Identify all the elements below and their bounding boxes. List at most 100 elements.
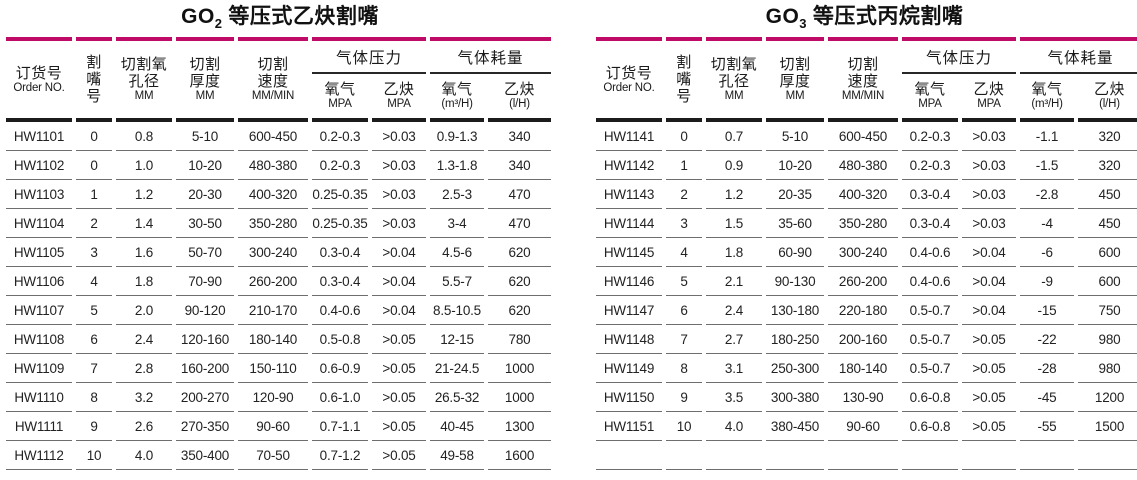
subcol-header-pressure-oxygen: 氧气 MPA (312, 74, 368, 122)
table-cell: -15 (1020, 296, 1075, 325)
table-row: HW1146 5 2.1 90-130 260-200 0.4-0.6 >0.04 -9 600 (596, 267, 1137, 296)
table-cell: 40-45 (430, 412, 485, 441)
table-cell (666, 441, 702, 470)
table-cell: 3 (666, 209, 702, 238)
table-cell: 300-380 (766, 383, 824, 412)
table-cell: 50-70 (176, 238, 234, 267)
group-header-gas-consumption: 气体耗量 (1020, 37, 1137, 74)
table-cell: HW1151 (596, 412, 662, 441)
nozzle-spec-catalog: GO2 等压式乙炔割嘴 订货号 Order NO. 割 嘴 号 切割氧 孔径 MM … (2, 0, 1137, 470)
table-cell: 5-10 (176, 122, 234, 151)
table-cell: >0.03 (372, 180, 427, 209)
subcol-header-consumption-oxygen: 氧气 (m³/H) (430, 74, 485, 122)
table-cell: HW1147 (596, 296, 662, 325)
table-cell: 1200 (1078, 383, 1137, 412)
table-cell (828, 441, 898, 470)
go3-table-body: HW1141 0 0.7 5-10 600-450 0.2-0.3 >0.03 -1.1 320… (596, 122, 1137, 470)
table-cell: -1.5 (1020, 151, 1075, 180)
table-row: HW1148 7 2.7 180-250 200-160 0.5-0.7 >0.05 -22 9… (596, 325, 1137, 354)
table-cell: 7 (666, 325, 702, 354)
table-row: HW1105 3 1.6 50-70 300-240 0.3-0.4 >0.04 4.5-6 6… (6, 238, 552, 267)
table-cell: 620 (488, 267, 552, 296)
go2-table-title: GO2 等压式乙炔割嘴 (2, 0, 558, 37)
table-cell: 70-50 (238, 441, 308, 470)
group-header-gas-pressure: 气体压力 (902, 37, 1017, 74)
go2-table-header: 订货号 Order NO. 割 嘴 号 切割氧 孔径 MM 切割 厚度 MM 切割 速… (6, 37, 552, 122)
table-cell: 0.6-0.9 (312, 354, 368, 383)
table-cell: HW1141 (596, 122, 662, 151)
table-cell: 3.1 (706, 354, 762, 383)
table-cell (1020, 441, 1075, 470)
table-cell: HW1111 (6, 412, 72, 441)
title-model-subscript: 3 (799, 16, 807, 32)
table-cell: 12-15 (430, 325, 485, 354)
table-cell: 400-320 (238, 180, 308, 209)
table-row: HW1141 0 0.7 5-10 600-450 0.2-0.3 >0.03 -1.1 320 (596, 122, 1137, 151)
table-cell: 0.2-0.3 (312, 122, 368, 151)
table-cell: 200-160 (828, 325, 898, 354)
table-cell: >0.04 (372, 238, 427, 267)
table-cell: 0.25-0.35 (312, 180, 368, 209)
table-cell: HW1107 (6, 296, 72, 325)
table-cell: 2.8 (116, 354, 172, 383)
table-cell: >0.03 (372, 209, 427, 238)
table-row: HW1149 8 3.1 250-300 180-140 0.5-0.7 >0.05 -28 9… (596, 354, 1137, 383)
table-cell: HW1104 (6, 209, 72, 238)
table-row (596, 441, 1137, 470)
table-cell: 0.5-0.8 (312, 325, 368, 354)
table-cell: 5 (666, 267, 702, 296)
table-cell: 1600 (488, 441, 552, 470)
table-cell: >0.05 (962, 354, 1017, 383)
table-row: HW1104 2 1.4 30-50 350-280 0.25-0.35 >0.03 3-4 4… (6, 209, 552, 238)
table-cell: 9 (76, 412, 112, 441)
table-cell: 450 (1078, 209, 1137, 238)
table-cell: 4 (76, 267, 112, 296)
table-cell: 10 (666, 412, 702, 441)
table-cell: 1.6 (116, 238, 172, 267)
table-cell: 180-250 (766, 325, 824, 354)
table-cell: 1 (76, 180, 112, 209)
title-model: GO (181, 5, 215, 28)
go2-table-section: GO2 等压式乙炔割嘴 订货号 Order NO. 割 嘴 号 切割氧 孔径 MM … (2, 0, 558, 470)
table-cell: -45 (1020, 383, 1075, 412)
table-cell: 20-35 (766, 180, 824, 209)
table-cell: -28 (1020, 354, 1075, 383)
table-cell: 0 (76, 122, 112, 151)
table-cell: HW1101 (6, 122, 72, 151)
table-cell: -2.8 (1020, 180, 1075, 209)
table-cell: 2.0 (116, 296, 172, 325)
table-cell: HW1148 (596, 325, 662, 354)
table-cell: 90-120 (176, 296, 234, 325)
table-cell: 3.2 (116, 383, 172, 412)
table-cell: 10-20 (766, 151, 824, 180)
table-cell: 0.6-0.8 (902, 412, 958, 441)
table-cell: 0.3-0.4 (312, 267, 368, 296)
table-cell: 600 (1078, 238, 1137, 267)
table-cell: 90-130 (766, 267, 824, 296)
table-cell: 1000 (488, 383, 552, 412)
table-cell: 0.2-0.3 (902, 151, 958, 180)
go2-spec-table: 订货号 Order NO. 割 嘴 号 切割氧 孔径 MM 切割 厚度 MM 切割 速… (2, 37, 555, 470)
table-cell: -4 (1020, 209, 1075, 238)
table-cell: 8 (666, 354, 702, 383)
table-cell: >0.05 (372, 441, 427, 470)
table-cell: HW1110 (6, 383, 72, 412)
table-cell: 0.3-0.4 (902, 180, 958, 209)
go3-table-header: 订货号 Order NO. 割 嘴 号 切割氧 孔径 MM 切割 厚度 MM 切割 速… (596, 37, 1137, 122)
table-cell: 600 (1078, 267, 1137, 296)
table-cell: 8.5-10.5 (430, 296, 485, 325)
table-cell: HW1108 (6, 325, 72, 354)
table-cell: HW1145 (596, 238, 662, 267)
table-cell: 0.5-0.7 (902, 325, 958, 354)
table-cell: 480-380 (828, 151, 898, 180)
col-header-oxygen-bore: 切割氧 孔径 MM (706, 37, 762, 122)
col-header-nozzle-no: 割 嘴 号 (666, 37, 702, 122)
table-cell: >0.03 (962, 180, 1017, 209)
table-cell: 600-450 (238, 122, 308, 151)
table-cell: 0.9 (706, 151, 762, 180)
table-cell: 90-60 (828, 412, 898, 441)
table-cell: 0 (76, 151, 112, 180)
table-cell: 0.4-0.6 (902, 267, 958, 296)
table-cell: >0.04 (962, 238, 1017, 267)
table-cell: >0.05 (962, 383, 1017, 412)
